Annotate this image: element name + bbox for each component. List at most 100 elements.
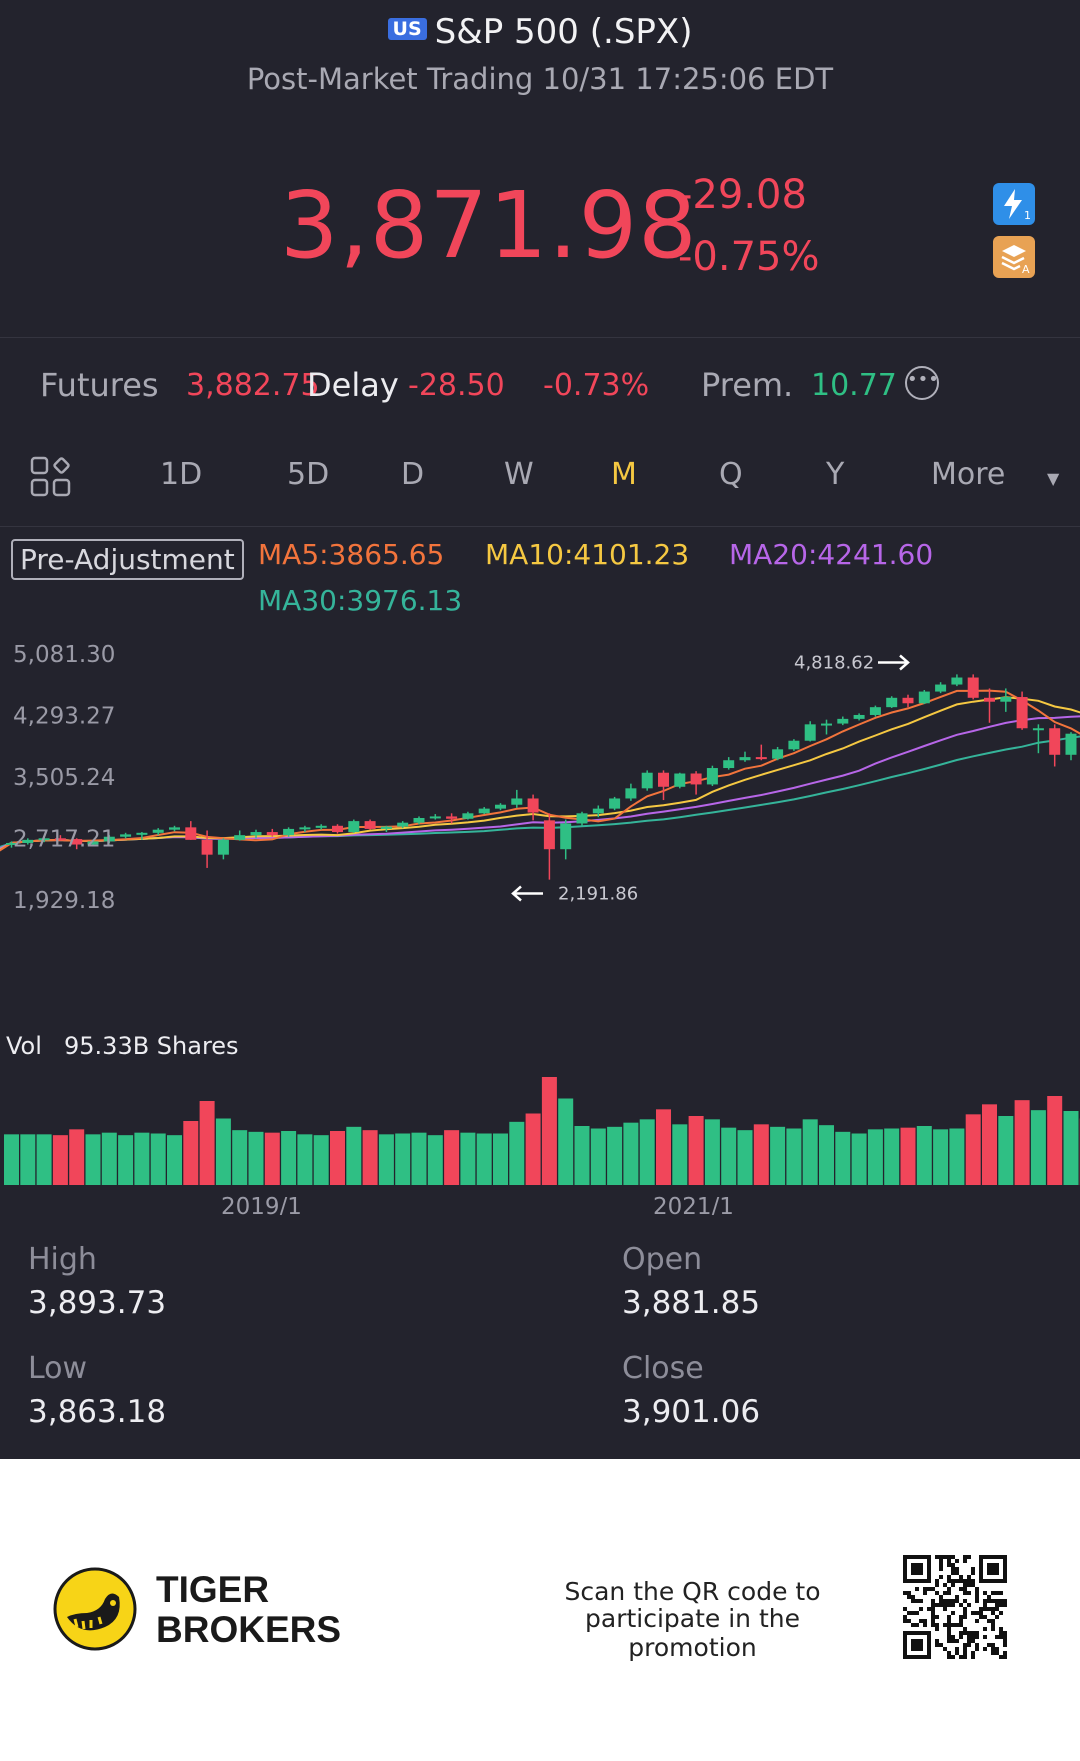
tab-y[interactable]: Y bbox=[826, 457, 845, 492]
volume-bar bbox=[656, 1109, 671, 1185]
low-value: 3,863.18 bbox=[28, 1394, 167, 1430]
candle-body bbox=[446, 816, 458, 819]
candle-body bbox=[478, 808, 490, 814]
candle-body bbox=[6, 842, 17, 845]
candle bbox=[217, 838, 229, 860]
volume-bar bbox=[1063, 1111, 1079, 1185]
volume-bar bbox=[949, 1128, 965, 1185]
volume-bar bbox=[1047, 1096, 1063, 1185]
volume-bar bbox=[215, 1118, 231, 1185]
candle bbox=[283, 827, 295, 837]
volume-bar bbox=[20, 1134, 36, 1185]
volume-bar bbox=[884, 1128, 900, 1185]
grid-layout-icon[interactable] bbox=[30, 456, 72, 498]
candle-body bbox=[984, 697, 995, 702]
y-tick-label: 4,293.27 bbox=[13, 704, 115, 730]
tab-m[interactable]: M bbox=[611, 457, 637, 492]
volume-bar bbox=[183, 1121, 199, 1185]
volume-bar bbox=[525, 1113, 541, 1185]
high-label: High bbox=[28, 1242, 97, 1277]
ma20-legend: MA20:4241.60 bbox=[729, 538, 934, 571]
candle-body bbox=[169, 827, 180, 830]
ma10-legend: MA10:4101.23 bbox=[485, 538, 690, 571]
volume-bar bbox=[36, 1134, 52, 1185]
candle bbox=[380, 825, 392, 833]
brand-line-1: TIGER bbox=[156, 1569, 270, 1610]
candle-body bbox=[462, 813, 474, 819]
candle-body bbox=[1000, 697, 1012, 702]
svg-text:A: A bbox=[1022, 263, 1030, 276]
ma5-legend: MA5:3865.65 bbox=[258, 538, 445, 571]
candle bbox=[152, 828, 164, 836]
candle-body bbox=[918, 691, 930, 704]
tab-d[interactable]: D bbox=[401, 457, 425, 492]
candle-body bbox=[755, 757, 767, 760]
high-marker-label: 4,818.62 bbox=[794, 653, 874, 674]
x-tick-label: 2021/1 bbox=[653, 1194, 734, 1215]
candle-body bbox=[592, 808, 604, 814]
candle-body bbox=[22, 839, 34, 843]
caret-down-icon[interactable]: ▼ bbox=[1047, 469, 1060, 488]
candle bbox=[1016, 691, 1028, 730]
candle bbox=[234, 830, 246, 841]
candle-body bbox=[723, 760, 735, 769]
candle bbox=[87, 839, 99, 847]
volume-bar bbox=[737, 1130, 753, 1185]
candle bbox=[755, 744, 767, 761]
svg-text:1: 1 bbox=[1024, 209, 1031, 222]
stack-a-icon[interactable]: A bbox=[993, 236, 1035, 278]
candle bbox=[332, 824, 343, 834]
candle-body bbox=[674, 773, 686, 787]
candle-body bbox=[511, 798, 523, 805]
candle-body bbox=[641, 772, 653, 789]
pre-adjustment-toggle[interactable]: Pre-Adjustment bbox=[11, 539, 244, 580]
volume-bar bbox=[395, 1133, 411, 1185]
candle bbox=[967, 674, 979, 700]
candle bbox=[348, 819, 360, 833]
tab-more[interactable]: More bbox=[931, 457, 1006, 492]
volume-bar bbox=[52, 1135, 68, 1185]
candle-body bbox=[625, 788, 637, 799]
tiger-paw-logo bbox=[53, 1567, 137, 1651]
volume-bar bbox=[623, 1122, 639, 1185]
ellipsis-circle-icon[interactable]: ••• bbox=[905, 366, 939, 400]
candle-body bbox=[348, 821, 360, 833]
volume-bar bbox=[933, 1129, 949, 1185]
candle-body bbox=[1016, 697, 1028, 729]
candle-body bbox=[87, 841, 99, 845]
tab-5d[interactable]: 5D bbox=[287, 457, 330, 492]
volume-bar bbox=[590, 1128, 606, 1185]
volume-bar bbox=[900, 1127, 916, 1185]
volume-bar bbox=[281, 1131, 297, 1185]
tab-w[interactable]: W bbox=[504, 457, 534, 492]
candle-body bbox=[185, 827, 197, 840]
close-label: Close bbox=[622, 1351, 704, 1386]
candle-body bbox=[772, 749, 784, 759]
last-price: 3,871.98 bbox=[280, 172, 698, 279]
candle bbox=[413, 816, 425, 825]
candle bbox=[853, 713, 865, 721]
candle bbox=[169, 825, 180, 832]
candle bbox=[609, 796, 621, 811]
period-tabs: 1D 5D D W M Q Y More ▼ bbox=[0, 433, 1080, 527]
candle bbox=[902, 694, 914, 708]
candle-body bbox=[299, 827, 311, 830]
ma20-line bbox=[0, 715, 1080, 850]
tab-1d[interactable]: 1D bbox=[160, 457, 203, 492]
volume-label: Vol bbox=[6, 1032, 42, 1060]
candle-body bbox=[38, 838, 50, 841]
candle-body bbox=[136, 832, 148, 835]
candle-body bbox=[103, 836, 115, 842]
candle bbox=[103, 835, 115, 843]
candle-body bbox=[576, 813, 588, 824]
candle-body bbox=[739, 757, 751, 761]
volume-bar bbox=[574, 1126, 590, 1185]
tab-q[interactable]: Q bbox=[719, 457, 743, 492]
candle-body bbox=[250, 832, 262, 836]
lightning-1-icon[interactable]: 1 bbox=[993, 183, 1035, 225]
candlestick-chart[interactable]: 5,081.30 4,293.27 3,505.24 2,717.21 1,929.18… bbox=[0, 620, 1080, 1215]
candle bbox=[1049, 724, 1061, 767]
candle bbox=[1032, 724, 1044, 754]
volume-bar bbox=[672, 1124, 688, 1185]
candle-body bbox=[804, 724, 816, 741]
